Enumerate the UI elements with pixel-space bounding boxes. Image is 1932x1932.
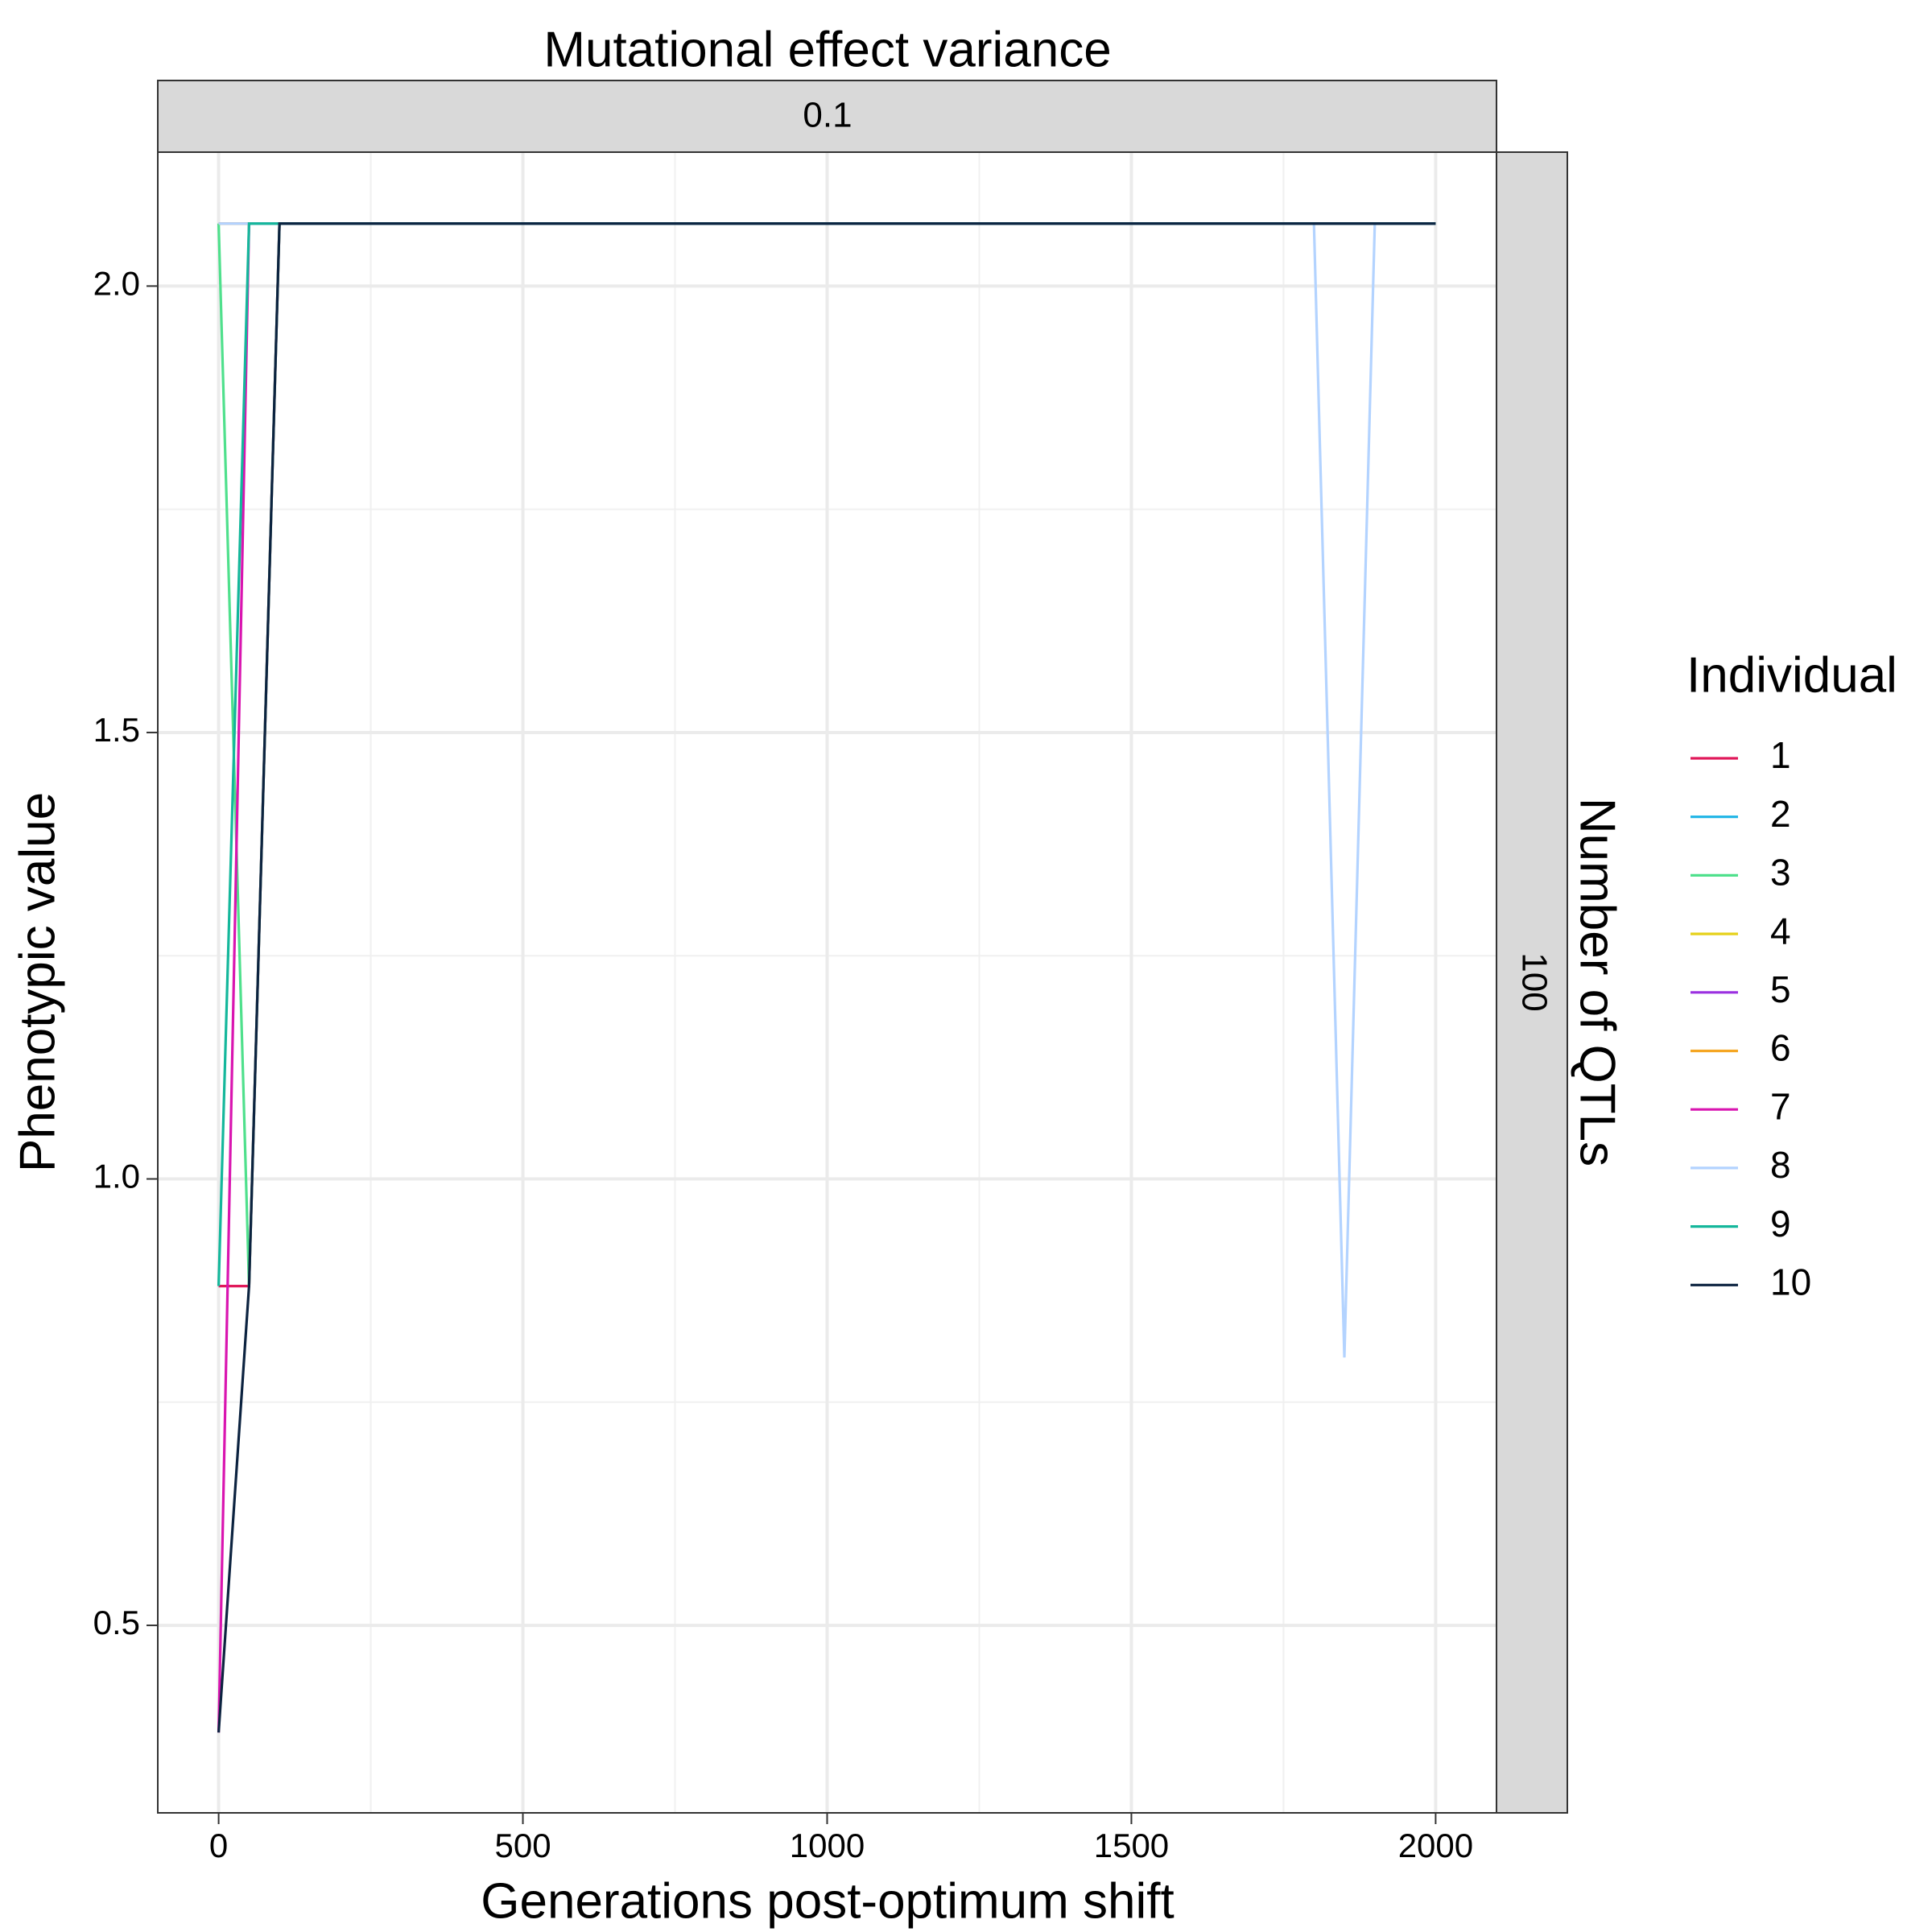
series-line [217,222,1436,1733]
legend-label: 9 [1770,1203,1791,1245]
row-strip-label: 100 [1514,952,1554,1011]
x-axis-title: Generations post-optimum shift [481,1873,1174,1929]
row-strip-title: Number of QTLs [1570,798,1625,1166]
legend-label: 2 [1770,793,1791,835]
column-strip-label: 0.1 [803,96,852,135]
x-tick-label: 1000 [790,1827,865,1864]
legend-label: 7 [1770,1085,1791,1127]
x-tick-label: 500 [495,1827,551,1864]
legend-label: 4 [1770,910,1791,952]
y-tick-label: 0.5 [93,1604,140,1641]
legend-label: 6 [1770,1027,1791,1069]
legend-title: Individual [1686,647,1897,703]
y-tick-label: 2.0 [93,264,140,302]
x-tick-label: 0 [209,1827,228,1864]
y-tick-label: 1.5 [93,711,140,749]
row-strip [1496,151,1568,1814]
x-tick-label: 2000 [1398,1827,1473,1864]
x-tick-label: 1500 [1094,1827,1169,1864]
column-strip [157,80,1497,153]
legend-label: 5 [1770,968,1791,1010]
legend-label: 1 [1770,734,1791,776]
y-tick-label: 1.0 [93,1158,140,1195]
legend-label: 10 [1770,1261,1811,1302]
legend-label: 8 [1770,1144,1791,1186]
y-axis-title: Phenotypic value [10,792,65,1172]
plot-border [157,151,1497,1814]
legend-label: 3 [1770,852,1791,894]
column-strip-title: Mutational effect variance [543,22,1111,77]
